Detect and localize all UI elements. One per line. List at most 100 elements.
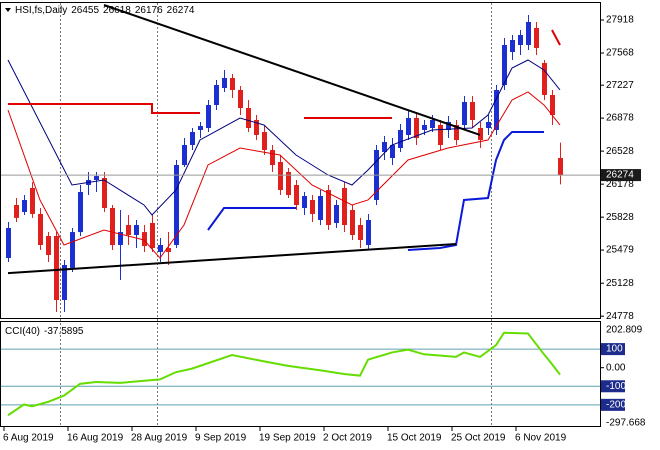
indicator-line (407, 130, 544, 251)
separators (60, 3, 492, 426)
candle-body (102, 178, 107, 209)
indicator-line (207, 207, 296, 231)
candle-body (166, 248, 171, 252)
candle-body (406, 118, 411, 135)
y-limit-label: -297.668 (606, 418, 646, 429)
candle-body (294, 184, 299, 205)
y-tick-label: 27568 (606, 48, 634, 59)
candle-body (342, 188, 347, 225)
current-price-box (601, 169, 641, 182)
candle-body (470, 101, 475, 120)
indicator-line (551, 29, 561, 46)
candle-body (518, 34, 523, 45)
level-box (601, 343, 625, 356)
candle-body (222, 78, 227, 89)
cci-line (7, 331, 561, 417)
candle-body (382, 141, 387, 152)
x-tick-label: 28 Aug 2019 (131, 433, 188, 444)
candle-body (54, 236, 59, 300)
cci-plot (1, 331, 600, 417)
candle-body (46, 236, 51, 255)
cci-frame (0, 321, 601, 427)
candle-body (462, 101, 467, 125)
y-tick-label: 26178 (606, 179, 634, 190)
y-tick-label: 27918 (606, 15, 634, 26)
chart-title: HSI,fs,Daily 26455 26618 26176 26274 (15, 5, 195, 16)
candle-body (14, 204, 19, 218)
candle-body (62, 264, 67, 300)
candle-body (390, 144, 395, 159)
candle-body (302, 196, 307, 209)
x-tick-label: 16 Aug 2019 (67, 433, 124, 444)
y-tick-label: 27227 (606, 80, 634, 91)
title-close: 26274 (167, 5, 195, 16)
candle-body (398, 129, 403, 149)
x-tick-label: 25 Oct 2019 (451, 433, 506, 444)
candle-body (70, 232, 75, 268)
indicator-line (7, 59, 561, 216)
candle-body (142, 232, 147, 247)
title-low: 26176 (135, 5, 163, 16)
candle-body (446, 121, 451, 130)
candle-body (438, 124, 443, 145)
current-price-label: 26274 (606, 170, 634, 181)
y-tick-label: 26528 (606, 146, 634, 157)
candle-body (230, 78, 235, 90)
candle-body (30, 188, 35, 214)
candle-body (198, 126, 203, 130)
candle-body (238, 89, 243, 109)
cci-name: CCI(40) (5, 326, 40, 337)
candle-body (422, 124, 427, 130)
indicator-line (8, 102, 200, 115)
candle-body (94, 176, 99, 180)
candle-body (454, 124, 459, 140)
title-name: HSI,fs,Daily (15, 5, 67, 16)
level-box (601, 398, 625, 411)
candle-body (510, 39, 515, 52)
level-box (601, 380, 625, 393)
x-tick-label: 2 Oct 2019 (323, 433, 372, 444)
candle-body (366, 219, 371, 245)
candle-body (246, 108, 251, 129)
candle-body (6, 228, 11, 259)
candle-body (414, 118, 419, 139)
y-tick-label: 25828 (606, 212, 634, 223)
candle-body (150, 223, 155, 249)
candle-body (326, 189, 331, 225)
y-tick-label: 0.00 (606, 362, 626, 373)
menu-icon (5, 8, 11, 12)
y-tick-label: -200 (606, 399, 626, 410)
candle-body (174, 164, 179, 245)
candle-body (310, 199, 315, 214)
candle-body (534, 28, 539, 49)
x-tick-label: 6 Nov 2019 (515, 433, 567, 444)
candle-body (22, 199, 27, 212)
y-tick-label: 100 (606, 344, 623, 355)
candle-body (286, 171, 291, 195)
y-tick-label: -100 (606, 381, 626, 392)
y-tick-label: 25128 (606, 278, 634, 289)
candle-body (190, 131, 195, 145)
candle-body (270, 149, 275, 165)
candle-body (318, 196, 323, 220)
candle-body (158, 244, 163, 252)
main-frame (0, 2, 601, 319)
x-tick-label: 9 Sep 2019 (195, 433, 247, 444)
y-limit-label: 202.809 (606, 325, 643, 336)
candle-body (78, 191, 83, 233)
candle-body (350, 209, 355, 235)
y-tick-label: 24778 (606, 311, 634, 322)
candle-body (558, 158, 563, 176)
y-tick-label: 25479 (606, 245, 634, 256)
candle-body (110, 208, 115, 245)
candle-body (118, 232, 123, 245)
candle-body (214, 84, 219, 105)
main-plot (1, 4, 600, 312)
candle-body (126, 224, 131, 235)
axes: 27918 27568 27227 26878 26528 26178 25828 25479… (3, 15, 646, 444)
candle-body (278, 161, 283, 190)
cci-title: CCI(40) -37.5895 (5, 326, 84, 337)
title-high: 26618 (103, 5, 131, 16)
y-tick-label: 26878 (606, 113, 634, 124)
